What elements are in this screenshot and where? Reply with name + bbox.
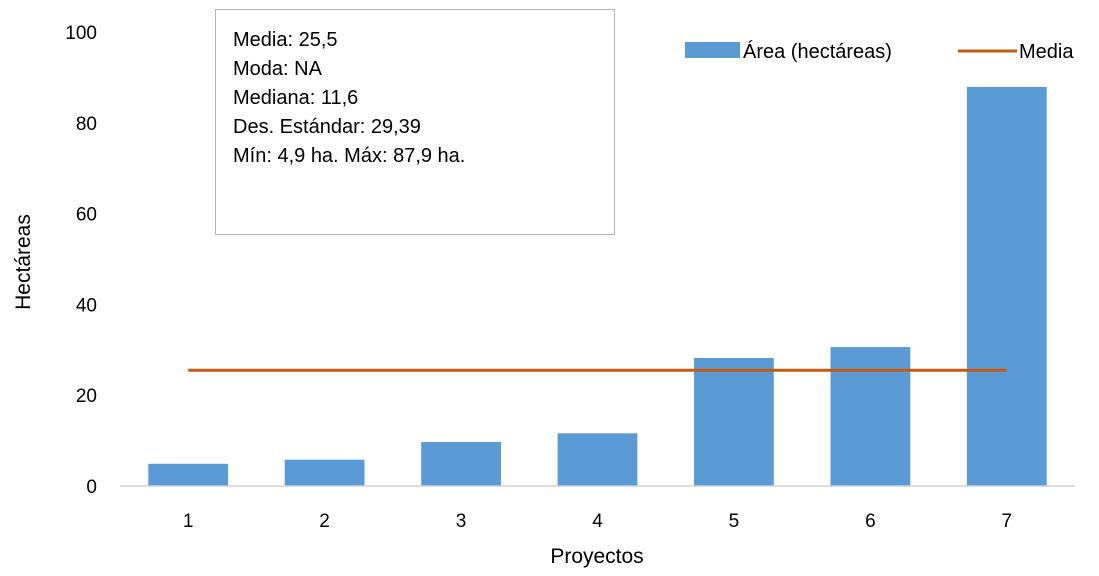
stats-median: Mediana: 11,6 <box>233 87 359 109</box>
stats-annotation-box: Media: 25,5 Moda: NA Mediana: 11,6 Des. … <box>215 9 615 235</box>
y-tick-label: 100 <box>65 23 97 44</box>
y-tick-label: 20 <box>76 386 97 407</box>
bar-2 <box>284 459 365 486</box>
x-tick-label: 3 <box>456 511 467 532</box>
bar-6 <box>830 347 911 486</box>
legend-swatch-area <box>685 42 740 58</box>
x-axis-title: Proyectos <box>550 545 643 568</box>
y-tick-label: 40 <box>76 295 97 316</box>
x-tick-label: 5 <box>729 511 740 532</box>
y-tick-labels: 0 20 40 60 80 100 <box>65 23 97 498</box>
x-tick-label: 2 <box>319 511 330 532</box>
stats-stddev: Des. Estándar: 29,39 <box>233 116 421 138</box>
stats-mode: Moda: NA <box>233 58 322 80</box>
bar-4 <box>557 433 638 486</box>
x-tick-label: 7 <box>1002 511 1013 532</box>
bar-3 <box>421 442 501 486</box>
y-tick-label: 80 <box>76 114 97 135</box>
stats-mean: Media: 25,5 <box>233 29 338 51</box>
y-axis-title: Hectáreas <box>12 214 35 310</box>
legend-label-area: Área (hectáreas) <box>743 40 892 63</box>
bar-1 <box>148 463 229 486</box>
x-tick-label: 1 <box>183 511 194 532</box>
y-tick-label: 0 <box>86 477 97 498</box>
x-tick-labels: 1 2 3 4 5 6 7 <box>183 511 1012 532</box>
x-tick-label: 6 <box>865 511 876 532</box>
bar-5 <box>694 358 774 486</box>
legend-label-media: Media <box>1019 41 1074 63</box>
stats-min-max: Mín: 4,9 ha. Máx: 87,9 ha. <box>233 145 466 167</box>
bar-7 <box>966 86 1047 487</box>
y-tick-label: 60 <box>76 205 97 226</box>
x-tick-label: 4 <box>592 511 603 532</box>
legend: Área (hectáreas) Media <box>685 40 1074 63</box>
